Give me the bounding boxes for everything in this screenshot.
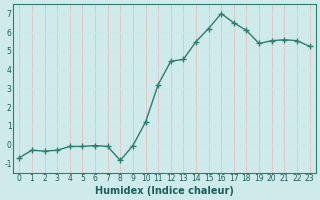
X-axis label: Humidex (Indice chaleur): Humidex (Indice chaleur) [95,186,234,196]
